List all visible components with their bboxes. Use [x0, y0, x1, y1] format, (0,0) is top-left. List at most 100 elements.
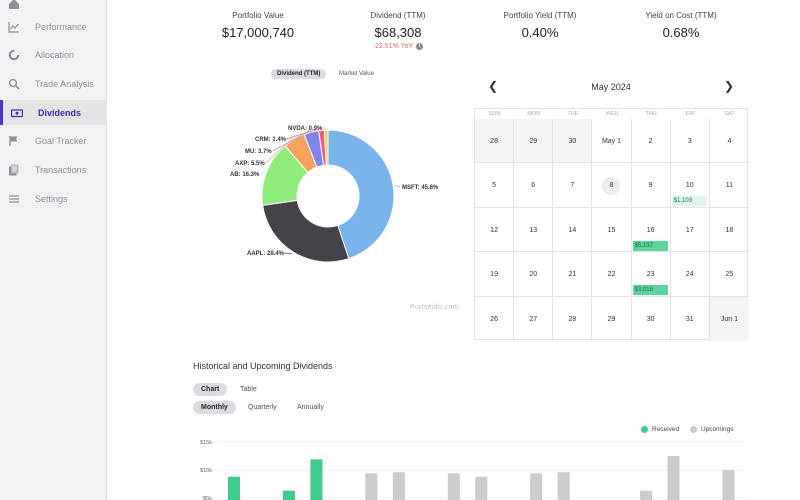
- tab-chart[interactable]: Chart: [193, 383, 228, 396]
- sidebar-item-home[interactable]: [0, 0, 107, 16]
- stat-label: Yield on Cost (TTM): [645, 11, 717, 20]
- legend-upcomings[interactable]: Upcomings: [690, 426, 734, 433]
- prev-month-icon[interactable]: ❮: [487, 79, 499, 93]
- calendar-day[interactable]: 5: [475, 163, 515, 208]
- calendar-day[interactable]: 29: [514, 119, 554, 164]
- calendar-day[interactable]: 28: [553, 296, 593, 341]
- dividend-bar[interactable]: [365, 473, 378, 500]
- calendar-day[interactable]: 13: [514, 207, 554, 253]
- next-month-icon[interactable]: ❯: [723, 79, 735, 93]
- calendar-day[interactable]: 19: [475, 252, 515, 297]
- sidebar-item-performance[interactable]: Performance: [0, 14, 107, 39]
- calendar-day[interactable]: 25: [709, 252, 749, 297]
- sidebar-item-allocation[interactable]: Allocation: [0, 42, 107, 67]
- calendar-day-number: 7: [570, 182, 575, 190]
- dividend-bar[interactable]: [392, 472, 405, 500]
- calendar-day[interactable]: 17: [670, 207, 710, 253]
- pie-icon: [7, 48, 21, 62]
- calendar-day[interactable]: 31: [671, 296, 710, 341]
- dividend-bar[interactable]: [722, 470, 735, 500]
- tab-monthly[interactable]: Monthly: [193, 401, 236, 414]
- stat-value: $17,000,740: [221, 25, 295, 40]
- dividend-bar[interactable]: [557, 472, 570, 500]
- donut-label-connector: [265, 137, 294, 164]
- calendar-day[interactable]: 6: [514, 163, 554, 208]
- calendar-day[interactable]: 10 $1,103: [670, 163, 710, 208]
- calendar-day[interactable]: 8: [592, 163, 632, 208]
- donut-slice[interactable]: [284, 133, 318, 174]
- calendar-day[interactable]: 27: [514, 296, 554, 341]
- stat-yield-on-cost: Yield on Cost (TTM) 0.68%: [611, 11, 751, 40]
- calendar-day-number: 28: [490, 138, 498, 145]
- tab-quarterly[interactable]: Quarterly: [248, 404, 277, 411]
- dividend-bar[interactable]: [475, 476, 488, 500]
- calendar-day[interactable]: 2: [631, 119, 671, 164]
- calendar-day[interactable]: 30: [632, 296, 671, 341]
- calendar-day[interactable]: 12: [475, 207, 515, 253]
- calendar-day-number: 27: [529, 315, 538, 323]
- calendar-day[interactable]: 3: [670, 119, 710, 164]
- calendar-day[interactable]: 7: [553, 163, 593, 208]
- calendar-day[interactable]: 16 $5,137: [631, 207, 671, 253]
- dividend-bar[interactable]: [282, 490, 295, 500]
- calendar-day[interactable]: 14: [553, 207, 593, 253]
- calendar-day[interactable]: May 1: [592, 119, 632, 164]
- calendar-day[interactable]: 23 $3,018: [631, 252, 671, 297]
- calendar-day[interactable]: 21: [553, 252, 593, 297]
- weekday-label: SAT: [724, 111, 735, 117]
- calendar-header: ❮ May 2024 ❯: [474, 78, 748, 96]
- dividend-payment-badge[interactable]: $5,137: [632, 240, 668, 251]
- calendar-day[interactable]: 26: [475, 296, 515, 341]
- donut-slice[interactable]: [303, 130, 325, 168]
- sidebar-item-dividends[interactable]: Dividends: [0, 100, 107, 125]
- donut-slice[interactable]: [262, 199, 350, 263]
- dividend-bar[interactable]: [310, 459, 323, 500]
- calendar-day-number: 21: [568, 271, 577, 279]
- calendar-day[interactable]: 20: [514, 252, 554, 297]
- calendar-day[interactable]: Jun 1: [709, 296, 749, 341]
- sidebar-item-goal-tracker[interactable]: Goal Tracker: [0, 128, 107, 153]
- toggle-market-value[interactable]: Market Value: [339, 71, 374, 77]
- weekday-label: WED: [605, 111, 619, 117]
- sidebar-item-transactions[interactable]: Transactions: [0, 157, 107, 182]
- legend-received[interactable]: Received: [641, 426, 679, 433]
- calendar-day[interactable]: 9: [631, 163, 671, 208]
- stat-label: Portfolio Value: [232, 11, 284, 20]
- toggle-dividend-ttm[interactable]: Dividend (TTM): [271, 69, 327, 79]
- tab-table[interactable]: Table: [240, 386, 257, 393]
- dividend-bar[interactable]: [530, 473, 543, 500]
- info-icon[interactable]: i: [416, 43, 424, 50]
- sidebar-item-trade-analysis[interactable]: Trade Analysis: [0, 71, 107, 96]
- calendar-day[interactable]: 30: [553, 119, 593, 164]
- home-icon: [7, 0, 21, 11]
- calendar-day-number: 26: [490, 315, 498, 323]
- sidebar-item-settings[interactable]: Settings: [0, 186, 107, 211]
- donut-slice[interactable]: [327, 129, 395, 260]
- tab-annually[interactable]: Annually: [297, 404, 324, 411]
- calendar-day[interactable]: 11: [709, 163, 749, 208]
- donut-slice[interactable]: [261, 145, 309, 206]
- dividend-bar[interactable]: [447, 473, 460, 500]
- calendar-day-number: 23: [646, 271, 655, 279]
- calendar-day[interactable]: 29: [592, 296, 632, 341]
- dividend-payment-badge[interactable]: $3,018: [632, 285, 668, 296]
- calendar-day[interactable]: 28: [475, 119, 515, 164]
- donut-slice[interactable]: [318, 129, 327, 166]
- dividend-bar[interactable]: [667, 456, 680, 500]
- sidebar-item-label: Dividends: [38, 107, 82, 118]
- donut-slice[interactable]: [323, 129, 329, 166]
- dividend-bar[interactable]: [228, 476, 240, 500]
- calendar-day-number: 25: [725, 271, 734, 279]
- calendar-day-number: 24: [685, 271, 694, 279]
- calendar-day[interactable]: 22: [592, 252, 632, 297]
- calendar-day[interactable]: 24: [670, 252, 710, 297]
- calendar-day[interactable]: 4: [709, 119, 749, 164]
- calendar-day[interactable]: 15: [592, 207, 632, 253]
- calendar-day-number: 9: [648, 182, 653, 190]
- donut-slice-label: MSFT: 45.8%: [402, 185, 439, 191]
- historical-section-title: Historical and Upcoming Dividends: [193, 361, 333, 371]
- dividend-payment-badge[interactable]: $1,103: [671, 196, 707, 207]
- dividend-bar[interactable]: [640, 490, 653, 500]
- calendar-day-number: 5: [492, 182, 497, 190]
- calendar-day[interactable]: 18: [709, 208, 749, 253]
